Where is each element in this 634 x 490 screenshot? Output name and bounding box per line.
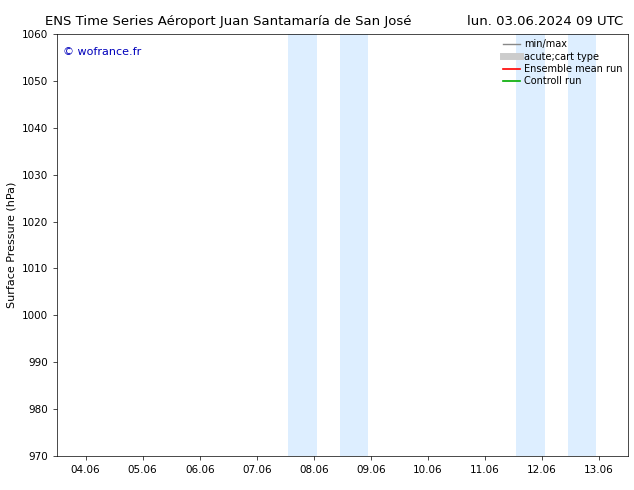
Legend: min/max, acute;cart type, Ensemble mean run, Controll run: min/max, acute;cart type, Ensemble mean … — [501, 37, 624, 88]
Bar — [288, 34, 317, 456]
Bar — [516, 34, 545, 456]
Bar — [567, 34, 596, 456]
Text: lun. 03.06.2024 09 UTC: lun. 03.06.2024 09 UTC — [467, 15, 623, 28]
Y-axis label: Surface Pressure (hPa): Surface Pressure (hPa) — [6, 182, 16, 308]
Text: © wofrance.fr: © wofrance.fr — [63, 47, 141, 57]
Text: ENS Time Series Aéroport Juan Santamaría de San José: ENS Time Series Aéroport Juan Santamaría… — [45, 15, 411, 28]
Bar — [340, 34, 368, 456]
